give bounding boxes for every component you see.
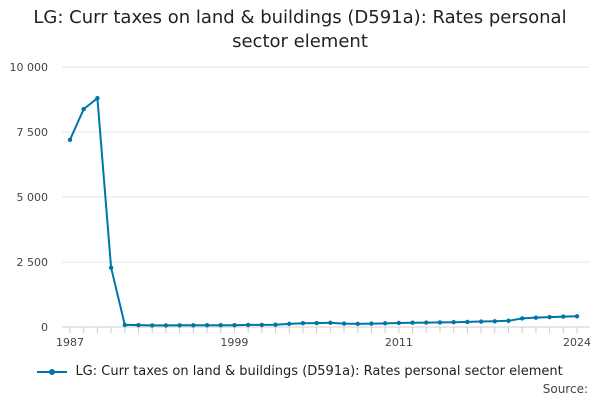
data-point bbox=[451, 319, 456, 325]
data-point bbox=[574, 314, 580, 319]
chart-title-line-2: sector element bbox=[232, 31, 368, 52]
data-point bbox=[122, 322, 128, 328]
data-point bbox=[273, 322, 278, 327]
data-point bbox=[492, 319, 497, 324]
data-point bbox=[519, 316, 525, 321]
data-point bbox=[547, 314, 552, 320]
y-tick-label: 0 bbox=[41, 321, 48, 334]
x-tick-label: 2024 bbox=[563, 336, 591, 349]
data-point bbox=[287, 321, 292, 327]
data-point bbox=[314, 320, 319, 326]
series-layer bbox=[67, 96, 580, 328]
y-axis: 0 2 500 5 000 7 500 10 000 bbox=[10, 61, 49, 334]
data-point bbox=[437, 320, 443, 325]
data-point bbox=[204, 322, 210, 328]
chart-title-line-1: LG: Curr taxes on land & buildings (D591… bbox=[33, 7, 567, 28]
data-point bbox=[95, 96, 100, 101]
gridlines bbox=[62, 66, 590, 328]
data-point bbox=[478, 319, 484, 324]
y-tick-label: 2 500 bbox=[17, 256, 49, 269]
chart-title: LG: Curr taxes on land & buildings (D591… bbox=[0, 6, 600, 54]
data-point bbox=[328, 320, 333, 326]
series-line bbox=[69, 97, 578, 327]
data-point bbox=[465, 319, 470, 325]
y-tick-label: 10 000 bbox=[10, 61, 49, 74]
data-point bbox=[163, 323, 169, 328]
source-label: Source: bbox=[542, 382, 588, 396]
data-point bbox=[506, 318, 511, 323]
y-tick-label: 5 000 bbox=[17, 191, 49, 204]
legend-label: LG: Curr taxes on land & buildings (D591… bbox=[75, 364, 563, 379]
data-point bbox=[369, 321, 374, 326]
x-axis: 1987 1999 2011 2024 bbox=[56, 327, 591, 349]
data-point bbox=[410, 320, 415, 325]
legend-swatch-icon bbox=[37, 367, 68, 377]
data-point bbox=[150, 323, 155, 328]
x-tick-label: 2011 bbox=[385, 336, 413, 349]
x-tick-label: 1987 bbox=[56, 336, 84, 349]
data-point bbox=[108, 265, 114, 270]
legend[interactable]: LG: Curr taxes on land & buildings (D591… bbox=[0, 364, 600, 379]
data-point bbox=[67, 137, 73, 142]
data-point bbox=[561, 314, 566, 319]
data-point bbox=[341, 321, 347, 326]
data-point bbox=[136, 322, 141, 328]
data-point bbox=[396, 320, 402, 326]
data-point bbox=[533, 315, 539, 320]
x-tick-label: 1999 bbox=[220, 336, 248, 349]
data-point bbox=[177, 323, 182, 328]
data-point bbox=[191, 323, 196, 328]
data-point bbox=[259, 322, 265, 328]
data-point bbox=[424, 320, 429, 325]
data-point bbox=[81, 106, 86, 112]
data-point bbox=[232, 322, 237, 328]
y-tick-label: 7 500 bbox=[17, 126, 49, 139]
data-point bbox=[382, 321, 388, 326]
data-point bbox=[245, 322, 251, 328]
data-point bbox=[218, 322, 223, 328]
data-point bbox=[355, 321, 360, 327]
data-point bbox=[300, 321, 306, 326]
